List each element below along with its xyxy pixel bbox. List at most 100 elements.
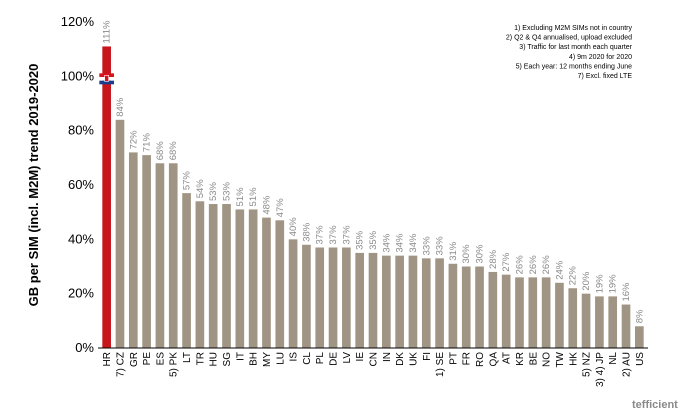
bar-lt [182,193,191,348]
bar-pt [448,263,458,348]
brand-name: tefficient [632,399,678,411]
tefficient-logo: tefficient [632,399,678,411]
data-labels: 111%84%72% 71% 68% 68%57% 54% 53% 53% 51% 51% 48%… [102,20,646,323]
bar-3-4-jp [595,296,604,348]
data-label: 51% [248,187,259,207]
bar-my [262,217,271,348]
x-tick-label: DE [329,352,340,366]
data-label: 33% [421,236,432,256]
data-label: 37% [341,225,352,245]
data-label: 51% [235,187,246,207]
data-label: 40% [288,217,299,237]
y-axis-ticks: 0% 20% 40% 60% 80% 100% 120% [61,14,95,355]
data-label: 34% [381,233,392,253]
data-label: 24% [554,260,565,280]
y-tick-label: 80% [68,123,94,138]
flag-stripe-blue [99,80,114,85]
y-tick-label: 60% [68,177,94,192]
x-tick-label: IT [235,352,246,361]
data-label: 19% [608,274,619,294]
bar-it [235,209,245,348]
bar-no [541,277,551,348]
bar-fr [461,266,471,348]
data-label: 37% [328,225,339,245]
bar-tw [555,282,564,348]
x-tick-label: BH [249,352,260,366]
x-tick-label: IE [355,352,366,362]
bar-hk [568,288,578,348]
footnotes: 1) Excluding M2M SIMs not in country 2) Q… [506,25,633,80]
bar-tr [195,201,205,348]
bar-es [155,163,165,348]
bar-fi [421,258,431,348]
x-tick-label: 7) CZ [115,352,126,377]
y-tick-label: 100% [61,68,95,83]
bar-us [635,326,644,348]
x-tick-label: NO [542,352,553,367]
x-tick-label: TW [555,351,566,367]
x-tick-label: ES [155,352,166,366]
x-tick-label: LV [342,352,353,364]
bar-at [501,274,511,348]
y-tick-label: 40% [68,231,94,246]
data-label: 34% [408,233,419,253]
bar-5-pk [168,163,178,348]
x-tick-label: RO [475,352,486,367]
x-tick-label: BE [528,352,539,366]
data-label: 26% [528,255,539,275]
data-label: 71% [142,133,153,153]
bar-nl [608,296,618,348]
x-tick-label: UK [408,352,419,366]
bar-pe [142,155,151,348]
x-tick-label: CN [369,352,380,366]
data-label: 8% [634,309,645,323]
x-tick-label: QA [488,352,499,367]
footnote: 1) Excluding M2M SIMs not in country [514,25,632,32]
x-tick-label: IN [382,352,393,362]
x-tick-label: DK [395,352,406,366]
data-label: 30% [461,244,472,264]
y-axis-label: GB per SIM (incl. M2M) trend 2019-2020 [26,64,41,307]
x-tick-label: 3) 4) JP [595,352,606,387]
x-tick-label: HR [102,352,113,366]
y-tick-label: 0% [75,340,94,355]
footnote: 3) Traffic for last month each quarter [519,44,632,51]
bars [102,46,644,348]
bar-ie [355,252,365,348]
footnote: 4) 9m 2020 for 2020 [569,54,632,61]
x-tick-label: FR [462,352,473,365]
x-tick-label: PT [448,352,459,365]
bar-gr [128,152,138,348]
data-label: 19% [594,274,605,294]
bar-qa [488,271,498,348]
data-label: 68% [168,141,179,161]
bar-cn [368,252,378,348]
bar-5-nz [581,293,591,348]
x-tick-label: LU [275,352,286,365]
data-label: 72% [128,130,139,150]
bar-is [288,239,298,348]
data-label: 54% [195,179,206,199]
croatia-flag-icon [99,73,114,85]
data-label: 84% [115,97,126,117]
bar-kr [515,277,524,348]
x-tick-label: US [635,352,646,366]
x-tick-label: AT [502,352,513,364]
x-tick-label: 5) PK [169,352,180,377]
x-tick-label: HU [209,352,220,366]
bar-in [381,255,391,348]
bar-2-au [621,304,631,348]
data-label: 47% [275,198,286,218]
data-label: 38% [301,222,312,242]
x-tick-label: 1) SE [435,352,446,377]
y-tick-label: 120% [61,14,95,29]
data-label: 26% [514,255,525,275]
bar-1-se [435,258,444,348]
x-tick-label: IS [289,352,300,362]
x-tick-label: GR [129,352,140,367]
x-tick-label: 2) AU [622,352,633,377]
x-tick-label: HK [568,352,579,366]
x-tick-label: CL [302,352,313,365]
data-label: 34% [395,233,406,253]
bar-lv [342,247,351,348]
